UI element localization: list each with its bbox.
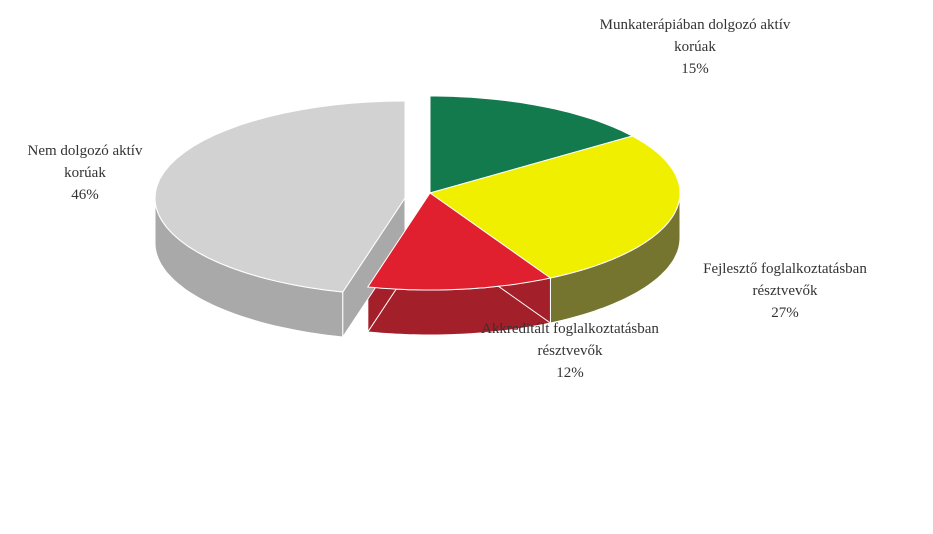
slice [428,135,681,279]
slice [154,100,406,293]
slice-label: Munkaterápiában dolgozó aktív korúak 15% [590,14,800,80]
value-label: 46% [71,187,99,203]
category-name: Fejlesztő foglalkoztatásban résztvevők [703,261,867,299]
slice [429,95,634,194]
value-label: 27% [771,305,799,321]
category-name: Munkaterápiában dolgozó aktív korúak [599,17,791,55]
slice [366,192,552,291]
slice-label: Nem dolgozó aktív korúak 46% [0,140,170,206]
slice-label: Fejlesztő foglalkoztatásban résztvevők 27… [690,258,880,324]
category-name: Akkreditált foglalkoztatásban résztvevők [481,321,659,359]
category-name: Nem dolgozó aktív korúak [27,143,143,181]
slice-label: Akkreditált foglalkoztatásban résztvevők… [470,318,670,384]
value-label: 12% [556,365,584,381]
value-label: 15% [681,61,709,77]
